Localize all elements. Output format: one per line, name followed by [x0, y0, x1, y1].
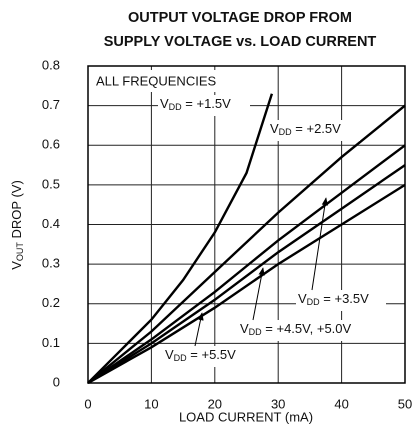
- x-tick-label: 50: [398, 396, 412, 411]
- plot-frame: [87, 65, 406, 384]
- leader-arrow: [252, 267, 265, 321]
- curve: [87, 104, 406, 384]
- leader-arrow: [311, 197, 329, 291]
- x-tick-label: 20: [208, 396, 222, 411]
- y-tick-label: 0: [53, 374, 60, 389]
- x-tick-label: 40: [334, 396, 348, 411]
- x-tick-label: 10: [144, 396, 158, 411]
- label-bg: [238, 320, 376, 341]
- x-tick-label: 30: [271, 396, 285, 411]
- label-bg: [296, 290, 386, 311]
- curve: [87, 144, 406, 384]
- label-bg: [92, 70, 234, 92]
- series-label: VDD = +4.5V, +5.0V: [240, 321, 352, 337]
- y-tick-label: 0.2: [42, 295, 60, 310]
- curve: [87, 164, 406, 385]
- label-bg: [163, 346, 255, 367]
- y-tick-label: 0.8: [42, 57, 60, 72]
- y-tick-label: 0.6: [42, 137, 60, 152]
- y-axis-label: VOUT DROP (V): [9, 180, 25, 270]
- label-bg: [268, 120, 360, 141]
- curve: [87, 183, 406, 385]
- y-tick-label: 0.1: [42, 335, 60, 350]
- y-tick-label: 0.4: [42, 216, 60, 231]
- x-axis-label: LOAD CURRENT (mA): [179, 409, 313, 424]
- y-tick-label: 0.5: [42, 176, 60, 191]
- chart-title: SUPPLY VOLTAGE vs. LOAD CURRENT: [104, 34, 377, 50]
- label-bg: [158, 95, 250, 116]
- annotation: ALL FREQUENCIES: [96, 73, 216, 88]
- y-tick-label: 0.3: [42, 256, 60, 271]
- chart-title: OUTPUT VOLTAGE DROP FROM: [128, 10, 352, 26]
- y-tick-label: 0.7: [42, 97, 60, 112]
- curve: [87, 93, 274, 384]
- series-label: VDD = +5.5V: [165, 347, 236, 363]
- leader-arrow: [194, 312, 204, 347]
- series-label: VDD = +1.5V: [160, 96, 231, 112]
- series-label: VDD = +2.5V: [270, 121, 341, 137]
- series-label: VDD = +3.5V: [298, 291, 369, 307]
- x-tick-label: 0: [84, 396, 91, 411]
